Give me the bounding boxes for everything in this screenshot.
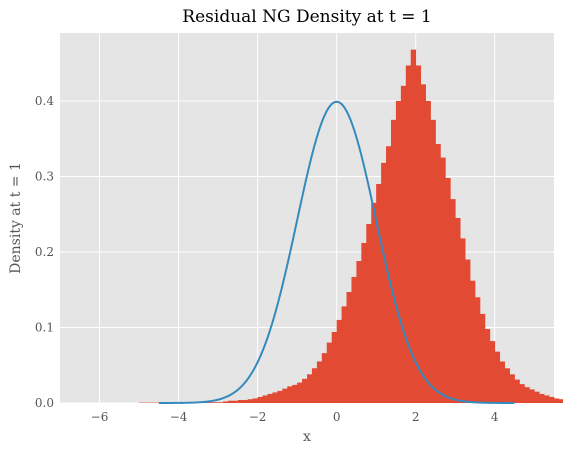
chart-title: Residual NG Density at t = 1 bbox=[182, 7, 431, 27]
histogram-bar bbox=[381, 162, 387, 403]
histogram-bar bbox=[524, 387, 530, 403]
histogram-bar bbox=[218, 402, 224, 403]
histogram-bar bbox=[267, 393, 273, 403]
histogram-bar bbox=[474, 297, 481, 403]
histogram-bar bbox=[227, 400, 234, 403]
histogram-bars bbox=[139, 49, 563, 404]
density-curve-layer bbox=[158, 100, 515, 404]
histogram-bar bbox=[331, 332, 338, 403]
histogram-bar bbox=[430, 119, 436, 403]
y-tick-label: 0.2 bbox=[35, 245, 54, 259]
histogram-bar bbox=[361, 242, 367, 403]
histogram-bar bbox=[514, 379, 520, 403]
histogram-bar bbox=[440, 157, 446, 403]
histogram-bar bbox=[223, 401, 229, 403]
histogram-bar bbox=[435, 144, 441, 403]
y-tick-label: 0.3 bbox=[35, 169, 54, 183]
histogram-bar bbox=[257, 396, 263, 403]
histogram-bar bbox=[252, 398, 258, 403]
y-axis-label: Density at t = 1 bbox=[8, 162, 24, 274]
histogram-bar bbox=[316, 361, 323, 403]
histogram-bar bbox=[479, 313, 486, 403]
histogram-bar bbox=[311, 368, 318, 403]
histogram-bar bbox=[272, 392, 278, 403]
x-axis-label: x bbox=[303, 429, 311, 445]
x-tick-labels: −6 −4 −2 0 2 4 bbox=[91, 410, 499, 424]
histogram-bar bbox=[509, 374, 515, 403]
histogram-bar bbox=[326, 342, 333, 403]
x-tick-label: 0 bbox=[333, 410, 341, 424]
histogram-bar bbox=[544, 395, 550, 403]
histogram-bar bbox=[519, 384, 525, 403]
histogram-bar bbox=[292, 384, 298, 403]
x-tick-label: −4 bbox=[170, 410, 188, 424]
histogram-bar bbox=[489, 341, 496, 403]
histogram-bar bbox=[287, 386, 293, 403]
histogram-bar bbox=[554, 398, 560, 403]
histogram-bar bbox=[277, 390, 283, 403]
histogram-bar bbox=[282, 388, 288, 403]
normal-density-line bbox=[158, 100, 515, 404]
histogram-bar bbox=[232, 400, 239, 403]
histogram-bar bbox=[405, 65, 412, 403]
histogram-bar bbox=[346, 292, 352, 403]
histogram-bar bbox=[465, 259, 471, 403]
histogram-bar bbox=[400, 85, 407, 404]
y-tick-label: 0.0 bbox=[35, 396, 54, 410]
histogram-bar bbox=[237, 399, 244, 403]
x-tick-label: 2 bbox=[412, 410, 420, 424]
histogram-bar bbox=[366, 224, 372, 403]
histogram-bar bbox=[262, 395, 268, 403]
histogram-bar bbox=[371, 202, 377, 403]
histogram-bar bbox=[302, 378, 308, 403]
histogram-bar bbox=[425, 100, 431, 404]
histogram-bar bbox=[558, 399, 563, 403]
histogram-bar bbox=[499, 361, 505, 403]
histogram-bar bbox=[529, 389, 535, 403]
histogram-bar bbox=[494, 351, 501, 403]
histogram-bar bbox=[504, 368, 510, 403]
histogram-bar bbox=[321, 353, 328, 403]
histogram-bar bbox=[376, 184, 382, 403]
histogram-bar bbox=[539, 393, 545, 403]
x-tick-label: −2 bbox=[249, 410, 267, 424]
histogram-bar bbox=[356, 261, 362, 403]
histogram-bar bbox=[208, 402, 214, 403]
x-tick-label: −6 bbox=[91, 410, 109, 424]
histogram-bar bbox=[336, 319, 342, 403]
histogram-bar bbox=[534, 391, 540, 403]
histogram-bar bbox=[460, 238, 466, 403]
x-tick-label: 4 bbox=[491, 410, 499, 424]
histogram-bar bbox=[420, 84, 426, 403]
histogram-bar bbox=[445, 177, 451, 403]
histogram-bar bbox=[242, 399, 249, 403]
histogram-bar bbox=[549, 396, 555, 403]
histogram-bar bbox=[410, 49, 417, 404]
histogram-bar bbox=[484, 329, 491, 403]
histogram-bar bbox=[247, 399, 254, 403]
y-tick-label: 0.4 bbox=[35, 94, 54, 108]
y-tick-label: 0.1 bbox=[35, 320, 54, 334]
histogram-bar bbox=[307, 374, 313, 403]
histogram-bar bbox=[415, 65, 422, 403]
y-tick-labels: 0.0 0.1 0.2 0.3 0.4 bbox=[35, 94, 54, 410]
histogram-bar bbox=[213, 402, 219, 403]
histogram-bar bbox=[390, 119, 397, 403]
histogram-bar bbox=[351, 276, 357, 403]
histogram-bar bbox=[455, 218, 461, 403]
histogram-bar bbox=[341, 306, 347, 403]
histogram-bar bbox=[470, 280, 476, 403]
histogram-bar bbox=[395, 100, 402, 404]
histogram-bar bbox=[450, 199, 456, 403]
histogram-bar bbox=[297, 382, 303, 403]
